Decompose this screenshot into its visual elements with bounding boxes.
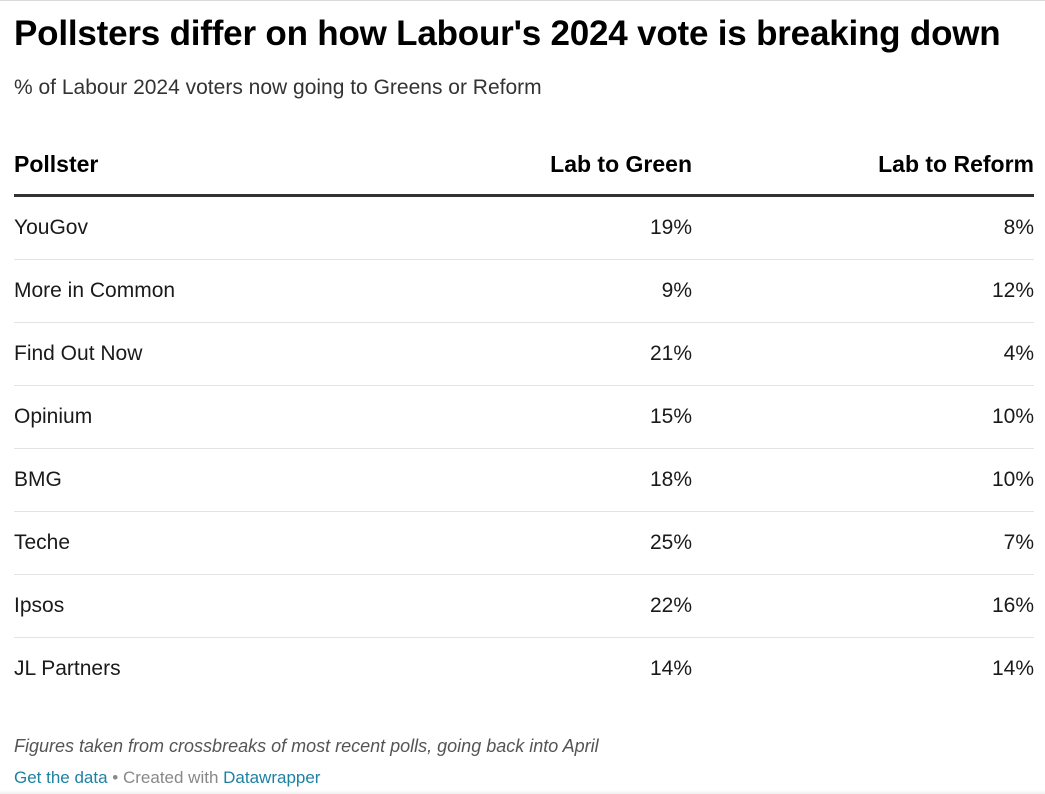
pollster-cell: BMG [14, 448, 534, 512]
table-body: YouGov 19% 8% More in Common 9% 12% Find… [14, 195, 1034, 701]
lab-to-green-cell: 21% [534, 322, 692, 386]
datawrapper-link[interactable]: Datawrapper [223, 768, 321, 787]
pollster-cell: More in Common [14, 259, 534, 323]
credits-separator: • Created with [107, 768, 224, 787]
pollster-cell: Find Out Now [14, 322, 534, 386]
lab-to-green-cell: 25% [534, 511, 692, 575]
pollster-cell: Opinium [14, 385, 534, 449]
lab-to-green-cell: 9% [534, 259, 692, 323]
table-row: YouGov 19% 8% [14, 195, 1034, 260]
lab-to-reform-cell: 14% [991, 657, 1034, 680]
chart-title: Pollsters differ on how Labour's 2024 vo… [14, 14, 1001, 53]
column-header-lab-to-green: Lab to Green [534, 134, 692, 197]
footnote: Figures taken from crossbreaks of most r… [14, 736, 599, 756]
pollster-cell: JL Partners [14, 657, 121, 680]
table-header-row: Pollster Lab to Green Lab to Reform [14, 134, 1034, 197]
column-header-pollster: Pollster [14, 134, 534, 197]
top-border [0, 0, 1045, 1]
pollster-cell: YouGov [14, 195, 534, 260]
poll-table: Pollster Lab to Green Lab to Reform YouG… [14, 134, 1034, 700]
lab-to-reform-cell: 10% [692, 385, 1034, 449]
column-header-lab-to-reform: Lab to Reform [692, 134, 1034, 197]
lab-to-reform-cell: 12% [692, 259, 1034, 323]
bottom-edge-shadow [0, 790, 1045, 794]
credits-line: Get the data • Created with Datawrapper [14, 768, 320, 788]
lab-to-green-cell: 15% [534, 385, 692, 449]
lab-to-green-cell: 18% [534, 448, 692, 512]
lab-to-reform-cell: 16% [692, 574, 1034, 638]
lab-to-reform-cell: 7% [692, 511, 1034, 575]
lab-to-green-cell: 19% [534, 195, 692, 260]
lab-to-reform-cell: 10% [692, 448, 1034, 512]
table-row: Opinium 15% 10% [14, 385, 1034, 449]
get-the-data-link[interactable]: Get the data [14, 768, 108, 787]
pollster-cell: Ipsos [14, 574, 534, 638]
table-row: BMG 18% 10% [14, 448, 1034, 512]
table-row: Teche 25% 7% [14, 511, 1034, 575]
lab-to-green-cell: 14% [649, 657, 692, 680]
pollster-cell: Teche [14, 511, 534, 575]
lab-to-reform-cell: 8% [692, 195, 1034, 260]
table-row: Ipsos 22% 16% [14, 574, 1034, 638]
table-row: JL Partners 14% 14% [14, 638, 1034, 701]
chart-subtitle: % of Labour 2024 voters now going to Gre… [14, 76, 542, 99]
table-row: Find Out Now 21% 4% [14, 322, 1034, 386]
table-row: More in Common 9% 12% [14, 259, 1034, 323]
lab-to-green-cell: 22% [534, 574, 692, 638]
lab-to-reform-cell: 4% [692, 322, 1034, 386]
